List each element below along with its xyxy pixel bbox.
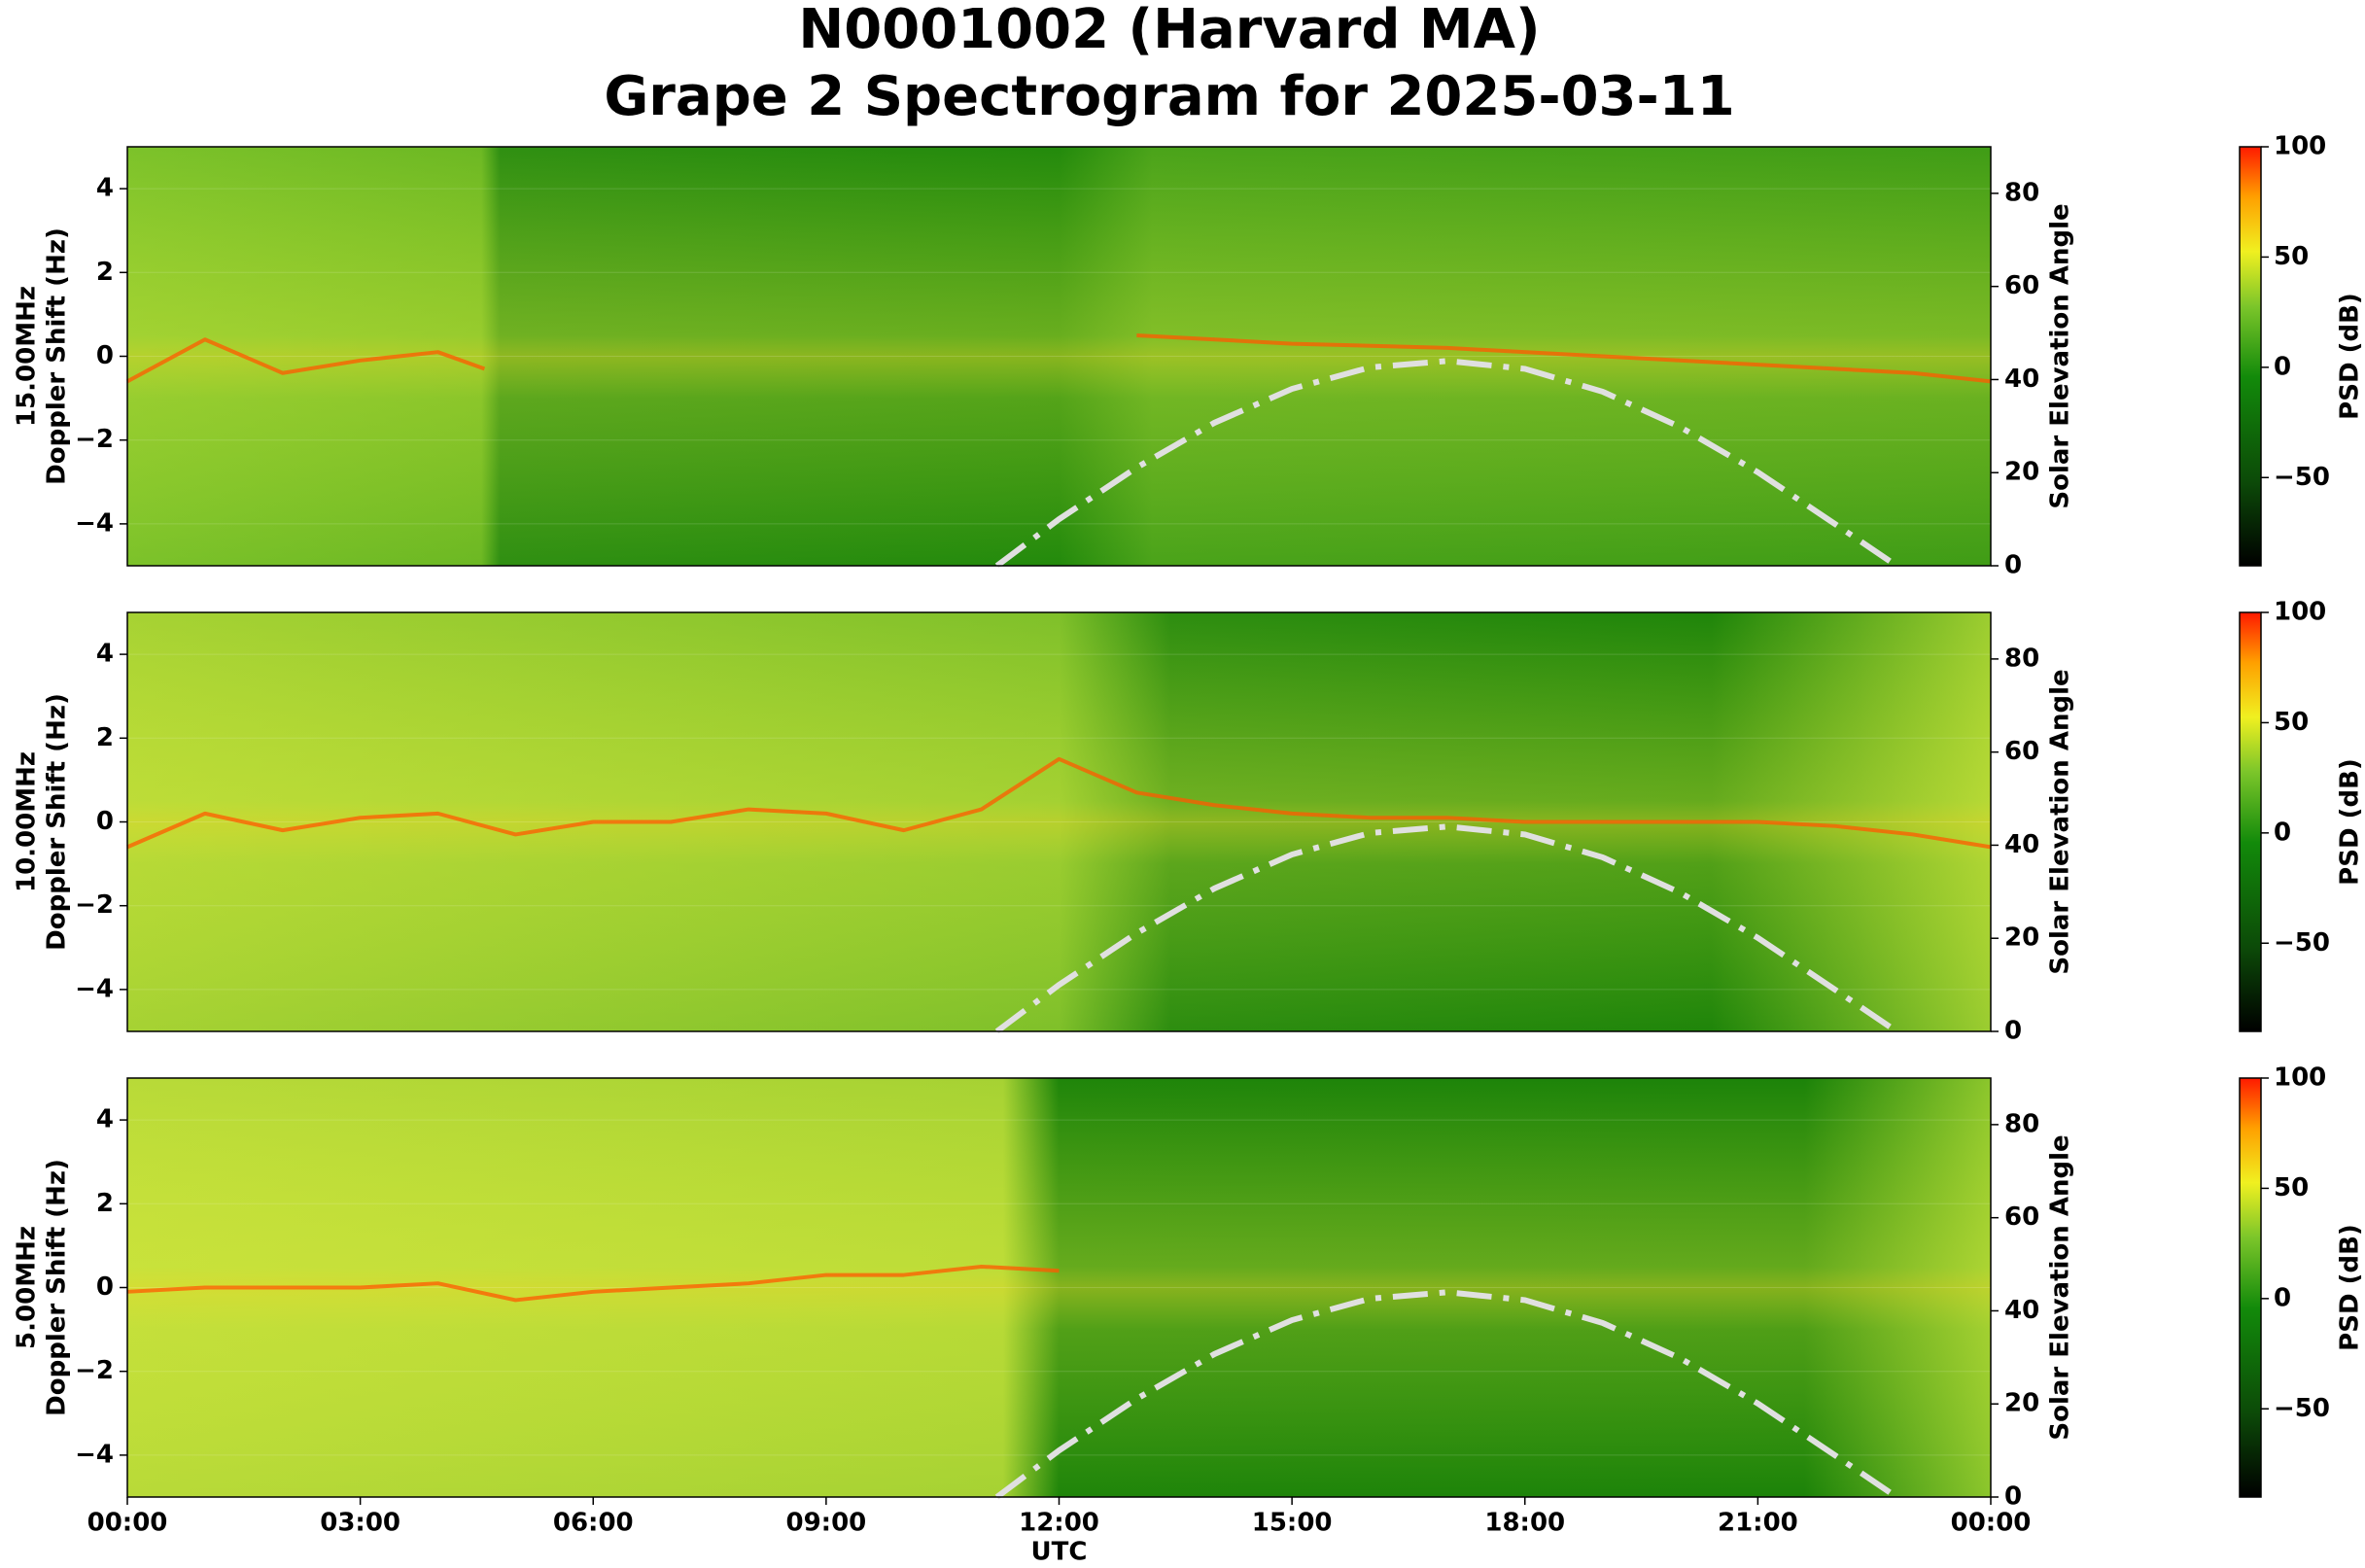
doppler-trace — [126, 332, 1992, 384]
y-tick-label: 4 — [96, 640, 114, 669]
y-tick-label: −2 — [75, 1356, 114, 1385]
colorbar-tick-label: 50 — [2274, 242, 2309, 271]
colorbar-tick-label: −50 — [2274, 928, 2330, 958]
x-tick-label: 03:00 — [320, 1509, 400, 1538]
colorbar-tick-label: −50 — [2274, 1394, 2330, 1423]
y-axis-label: Doppler Shift (Hz) — [43, 1159, 72, 1416]
colorbar-tick-label: 0 — [2274, 818, 2291, 847]
y2-tick-label: 40 — [2004, 365, 2039, 394]
y2-tick-label: 0 — [2004, 551, 2022, 580]
colorbar-tick-label: 100 — [2274, 132, 2326, 161]
y2-axis-label: Solar Elevation Angle — [2046, 1134, 2075, 1440]
y-tick-label: −2 — [75, 890, 114, 920]
x-tick-label: 15:00 — [1252, 1509, 1333, 1538]
colorbar-label: PSD (dB) — [2336, 293, 2365, 420]
colorbar-tick-label: 100 — [2274, 1063, 2326, 1093]
colorbar-label: PSD (dB) — [2336, 758, 2365, 886]
y-tick-label: 4 — [96, 174, 114, 203]
x-tick-label: 21:00 — [1718, 1509, 1798, 1538]
solar-elevation-line — [994, 823, 1892, 1034]
x-tick-label: 06:00 — [553, 1509, 634, 1538]
y-axis-label: 5.00MHz — [13, 1226, 42, 1349]
y2-tick-label: 40 — [2004, 1296, 2039, 1325]
y-tick-label: 4 — [96, 1105, 114, 1134]
colorbar — [2239, 611, 2262, 1032]
colorbar-tick-label: −50 — [2274, 463, 2330, 492]
y-axis-label: Doppler Shift (Hz) — [43, 227, 72, 485]
colorbar-tick-label: 0 — [2274, 352, 2291, 381]
y2-tick-label: 20 — [2004, 1389, 2039, 1418]
y2-tick-label: 80 — [2004, 178, 2039, 207]
y-tick-label: 0 — [96, 807, 114, 836]
x-tick-label: 18:00 — [1484, 1509, 1565, 1538]
y-tick-label: 2 — [96, 258, 114, 287]
y-tick-label: −4 — [75, 974, 114, 1003]
colorbar-tick-label: 0 — [2274, 1283, 2291, 1312]
colorbar-tick-label: 50 — [2274, 1173, 2309, 1202]
doppler-trace — [126, 756, 1992, 850]
y2-tick-label: 0 — [2004, 1482, 2022, 1512]
signal-band — [127, 1078, 1991, 1497]
y2-tick-label: 60 — [2004, 1202, 2039, 1232]
colorbar-tick-label: 100 — [2274, 598, 2326, 627]
y2-tick-label: 60 — [2004, 737, 2039, 766]
y2-tick-label: 60 — [2004, 271, 2039, 300]
y-tick-label: 2 — [96, 1189, 114, 1218]
title-line: Grape 2 Spectrogram for 2025-03-11 — [604, 65, 1734, 128]
y-tick-label: −4 — [75, 508, 114, 538]
x-tick-label: 12:00 — [1019, 1509, 1099, 1538]
y2-tick-label: 20 — [2004, 923, 2039, 953]
y-tick-label: 2 — [96, 723, 114, 752]
x-tick-label: 00:00 — [87, 1509, 168, 1538]
y-axis-label: 10.00MHz — [13, 751, 42, 892]
y-tick-label: −2 — [75, 425, 114, 454]
y2-tick-label: 80 — [2004, 644, 2039, 673]
colorbar — [2239, 1077, 2262, 1498]
title-line: N0001002 (Harvard MA) — [798, 0, 1540, 61]
doppler-trace — [126, 1264, 1060, 1303]
y2-tick-label: 40 — [2004, 830, 2039, 859]
y2-tick-label: 80 — [2004, 1109, 2039, 1138]
y-axis-label: 15.00MHz — [13, 286, 42, 427]
colorbar — [2239, 146, 2262, 567]
solar-elevation-line — [994, 358, 1892, 569]
y2-axis-label: Solar Elevation Angle — [2046, 669, 2075, 974]
colorbar-tick-label: 50 — [2274, 708, 2309, 737]
y2-tick-label: 20 — [2004, 458, 2039, 487]
x-tick-label: 09:00 — [785, 1509, 866, 1538]
y-tick-label: 0 — [96, 1272, 114, 1302]
x-tick-label: 00:00 — [1951, 1509, 2032, 1538]
y-tick-label: 0 — [96, 341, 114, 370]
y2-tick-label: 0 — [2004, 1017, 2022, 1046]
signal-band — [127, 147, 1991, 566]
colorbar-label: PSD (dB) — [2336, 1224, 2365, 1351]
y-tick-label: −4 — [75, 1440, 114, 1469]
x-axis-label: UTC — [1031, 1538, 1088, 1567]
y2-axis-label: Solar Elevation Angle — [2046, 203, 2075, 508]
y-axis-label: Doppler Shift (Hz) — [43, 693, 72, 951]
solar-elevation-line — [994, 1289, 1892, 1500]
